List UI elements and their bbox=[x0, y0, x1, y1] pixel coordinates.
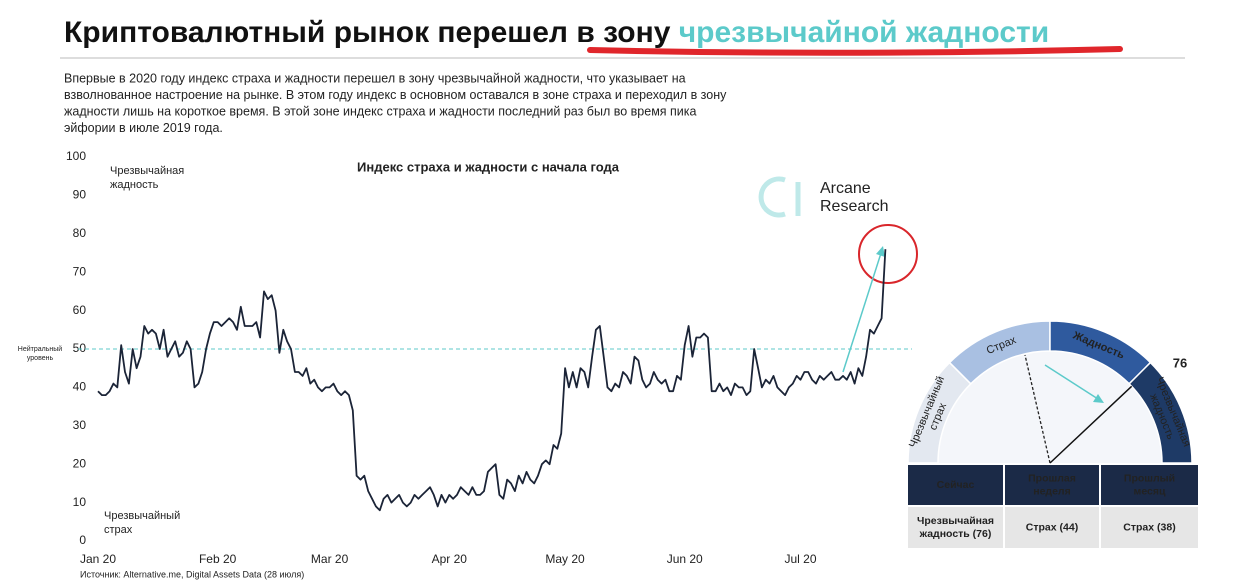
y-tick-label: 50 bbox=[73, 341, 87, 355]
header-text: Сейчас bbox=[937, 479, 975, 491]
header-cell bbox=[1101, 465, 1198, 505]
header-cell bbox=[908, 465, 1003, 505]
intro-line: Впервые в 2020 году индекс страха и жадн… bbox=[64, 71, 686, 85]
x-tick-label: Apr 20 bbox=[432, 552, 468, 566]
gauge-value: 76 bbox=[1173, 355, 1187, 370]
annotation: страх bbox=[104, 524, 133, 536]
slide-title: Криптовалютный рынок перешел в зону чрез… bbox=[64, 16, 1049, 49]
previous-needle bbox=[1024, 354, 1051, 464]
line bbox=[97, 249, 887, 512]
title-start: Криптовалютный рынок перешел в зону bbox=[64, 16, 679, 49]
underline bbox=[587, 46, 1123, 56]
neutral-label: Нейтральный bbox=[18, 345, 62, 353]
y-tick-label: 90 bbox=[73, 188, 87, 202]
header-text: Прошлый bbox=[1124, 472, 1175, 484]
y-tick-label: 30 bbox=[73, 418, 87, 432]
annotation: жадность bbox=[110, 179, 159, 191]
gauge-segment bbox=[1128, 361, 1193, 464]
gauge-face bbox=[938, 351, 1162, 463]
arrow bbox=[842, 249, 883, 373]
chart-title: Индекс страха и жадности с начала года bbox=[357, 159, 620, 174]
header-text: Прошлая bbox=[1028, 472, 1076, 484]
x-tick-label: Jun 20 bbox=[667, 552, 703, 566]
annotation: Чрезвычайный bbox=[104, 510, 180, 522]
source: Источник: Alternative.me, Digital Assets… bbox=[80, 569, 304, 579]
y-tick-label: 80 bbox=[73, 226, 87, 240]
y-tick-label: 70 bbox=[73, 264, 87, 278]
y-tick-label: 40 bbox=[73, 380, 87, 394]
header-text: неделя bbox=[1033, 485, 1070, 497]
logo-text: Arcane bbox=[820, 180, 871, 197]
body-cell bbox=[1101, 507, 1198, 548]
y-tick-label: 0 bbox=[79, 533, 86, 547]
x-tick-label: Mar 20 bbox=[311, 552, 349, 566]
y-tick-label: 100 bbox=[66, 149, 86, 163]
cell-text: Чрезвычайная bbox=[917, 515, 994, 527]
cell-text: Страх (44) bbox=[1026, 521, 1078, 533]
x-tick-label: May 20 bbox=[545, 552, 585, 566]
arrow-head bbox=[876, 246, 885, 257]
gauge-arrow-head bbox=[1093, 394, 1104, 403]
header-text: месяц bbox=[1134, 485, 1166, 497]
body-cell bbox=[1005, 507, 1099, 548]
intro-line: жадности лишь на короткое время. В этой … bbox=[64, 104, 697, 118]
y-tick-label: 20 bbox=[73, 456, 87, 470]
header-cell bbox=[1005, 465, 1099, 505]
highlight-circle bbox=[858, 224, 918, 284]
needle bbox=[1049, 385, 1133, 464]
x-tick-label: Jan 20 bbox=[80, 552, 116, 566]
table bbox=[908, 465, 1198, 548]
intro-line: эйфории в июле 2019 года. bbox=[64, 121, 223, 135]
cell-text: Страх (38) bbox=[1123, 521, 1175, 533]
y-tick-label: 60 bbox=[73, 303, 87, 317]
body-cell bbox=[908, 507, 1003, 548]
gauge-arrow bbox=[1044, 364, 1099, 400]
neutral-label: уровень bbox=[27, 355, 54, 362]
x-tick-label: Jul 20 bbox=[785, 552, 817, 566]
y-tick-label: 10 bbox=[73, 495, 87, 509]
title-highlight: чрезвычайной жадности bbox=[679, 16, 1049, 49]
intro-line: взволнованное настроение на рынке. В это… bbox=[64, 88, 727, 102]
logo-text: Research bbox=[820, 198, 888, 215]
x-tick-label: Feb 20 bbox=[199, 552, 237, 566]
annotation: Чрезвычайная bbox=[110, 165, 184, 177]
cell-text: жадность (76) bbox=[919, 528, 992, 540]
logo-mark bbox=[758, 176, 786, 218]
